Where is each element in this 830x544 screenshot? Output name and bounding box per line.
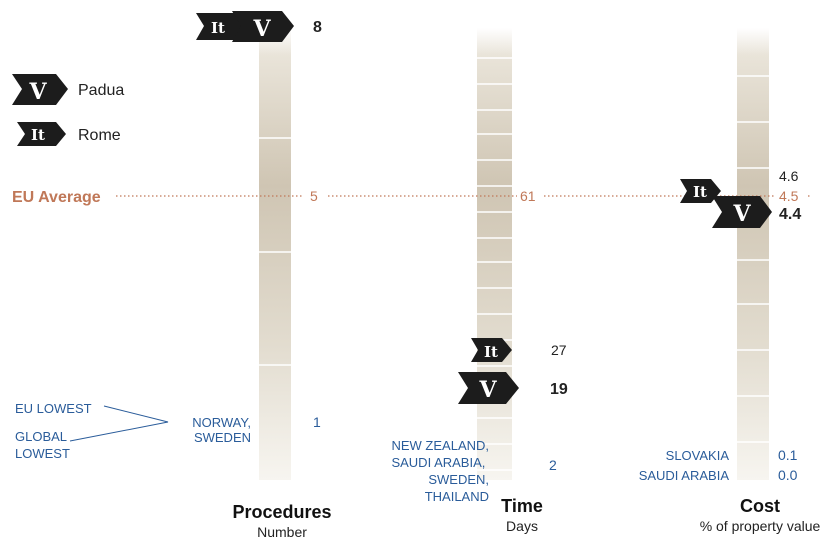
legend-padua-label: Padua: [78, 82, 124, 99]
time-bar: [477, 28, 512, 480]
svg-text:It: It: [484, 343, 498, 361]
time-padua-marker: V: [458, 372, 519, 404]
svg-text:It: It: [31, 126, 45, 144]
procedures-lowest-value: 1: [313, 414, 321, 430]
eu-lowest-label: EU LOWEST: [15, 401, 92, 416]
procedures-unit: Number: [257, 524, 307, 540]
eu-average-label: EU Average: [12, 189, 101, 206]
cost-title: Cost: [740, 496, 780, 516]
time-unit: Days: [506, 518, 538, 534]
time-rome-value: 27: [551, 342, 567, 358]
time-padua-value: 19: [550, 381, 568, 398]
procedures-rome-marker: It: [196, 13, 246, 40]
procedures-title: Procedures: [232, 502, 331, 522]
legend-padua-marker-icon: V: [12, 74, 68, 105]
cost-lowest-value-1: 0.1: [778, 447, 798, 463]
cost-padua-value: 4.4: [779, 206, 801, 223]
procedures-eu-average-value: 5: [310, 188, 318, 204]
procedures-padua-value: 8: [313, 19, 322, 36]
cost-lowest-value-2: 0.0: [778, 467, 798, 483]
time-title: Time: [501, 496, 543, 516]
svg-text:It: It: [211, 19, 225, 37]
procedures-padua-marker: V: [232, 11, 294, 42]
cost-unit: % of property value: [700, 518, 821, 534]
svg-text:V: V: [28, 79, 47, 105]
global-lowest-label: GLOBAL LOWEST: [15, 429, 70, 461]
cost-padua-marker: V: [712, 196, 772, 228]
lowest-connector: [69, 405, 169, 442]
procedures-bar: [259, 28, 291, 480]
svg-text:It: It: [693, 183, 707, 201]
legend-rome-marker-icon: It: [17, 122, 66, 146]
time-rome-marker: It: [471, 338, 512, 362]
svg-text:V: V: [732, 201, 751, 227]
cost-top-value: 4.6: [779, 168, 799, 184]
cost-eu-average-value: 4.5: [779, 188, 799, 204]
time-lowest-countries: NEW ZEALAND, SAUDI ARABIA, SWEDEN, THAILAN…: [391, 438, 489, 504]
time-eu-average-value: 61: [520, 188, 536, 204]
svg-text:V: V: [252, 16, 271, 42]
procedures-lowest-countries: NORWAY, SWEDEN: [192, 415, 251, 445]
cost-lowest-countries: SLOVAKIA SAUDI ARABIA: [639, 448, 730, 483]
cost-rome-marker: It: [680, 179, 721, 203]
legend-rome-label: Rome: [78, 127, 121, 144]
bar-tick-lines: [259, 57, 769, 471]
svg-text:V: V: [478, 377, 497, 403]
time-lowest-value: 2: [549, 457, 557, 473]
cost-bar: [737, 28, 769, 480]
legend: V Padua It Rome: [12, 74, 124, 146]
